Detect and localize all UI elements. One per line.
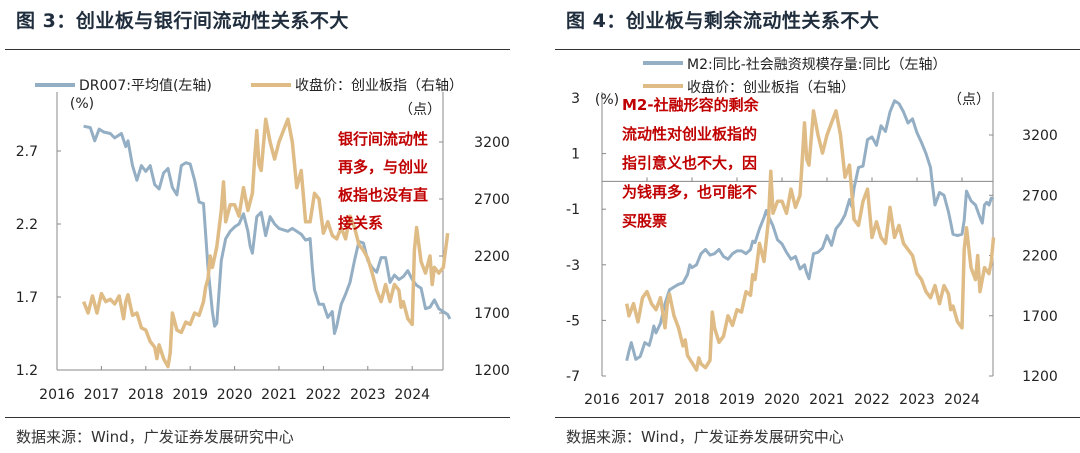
x-tick-label: 2023 bbox=[899, 392, 935, 408]
x-tick-label: 2017 bbox=[629, 392, 665, 408]
left-y-tick-label: -7 bbox=[566, 369, 580, 385]
x-tick-label: 2023 bbox=[350, 387, 386, 403]
annotation-line: 指引意义也不大，因 bbox=[622, 154, 757, 172]
right-y-tick-label: 2200 bbox=[474, 249, 510, 265]
annotation-line: 为钱再多，也可能不 bbox=[622, 183, 757, 201]
left-y-tick-label: 1 bbox=[571, 147, 580, 163]
left-y-tick-label: 1.2 bbox=[16, 363, 38, 379]
x-tick-label: 2019 bbox=[719, 392, 755, 408]
annotation-line: 板指也没有直 bbox=[338, 186, 428, 204]
left-y-unit: (%) bbox=[595, 92, 619, 108]
figure-3-chart: DR007:平均值(左轴) 收盘价：创业板指（右轴） 1.2 1.7 2.2 2.7 120… bbox=[16, 77, 510, 403]
right-y-tick-label: 3200 bbox=[1022, 128, 1058, 144]
left-y-unit: (%) bbox=[70, 96, 94, 112]
annotation-line: 再多，与创业 bbox=[338, 158, 428, 176]
right-y-tick-label: 1200 bbox=[474, 363, 510, 379]
series-line-left-axis bbox=[625, 99, 995, 362]
right-y-tick-label: 1200 bbox=[1022, 369, 1058, 385]
annotation-line: 流动性对创业板指的 bbox=[622, 125, 757, 143]
annotation-line: 银行间流动性 bbox=[338, 130, 428, 148]
left-y-tick-label: 1.7 bbox=[16, 290, 38, 306]
figure-4-title: 图 4：创业板与剩余流动性关系不大 bbox=[566, 10, 880, 32]
figure-3-top-rule bbox=[5, 49, 510, 50]
annotation-line: 接关系 bbox=[338, 214, 383, 232]
x-tick-label: 2020 bbox=[764, 392, 800, 408]
right-y-unit: （点） bbox=[948, 92, 990, 108]
series-line-right-axis bbox=[81, 117, 450, 369]
figure-3-title: 图 3：创业板与银行间流动性关系不大 bbox=[16, 10, 349, 32]
x-tick-label: 2022 bbox=[306, 387, 342, 403]
annotation-line: M2-社融形容的剩余 bbox=[622, 96, 760, 114]
left-y-tick-label: 3 bbox=[571, 91, 580, 107]
right-y-tick-label: 2700 bbox=[1022, 188, 1058, 204]
legend-label-right: 收盘价：创业板指（右轴） bbox=[295, 77, 463, 94]
figure-4-chart: M2:同比-社会融资规模存量:同比（左轴） 收盘价：创业板指（右轴） -7 -5 -3 -… bbox=[566, 57, 1058, 408]
legend-label-left: DR007:平均值(左轴) bbox=[79, 78, 212, 94]
series-line-right-axis bbox=[624, 109, 996, 372]
x-tick-label: 2018 bbox=[674, 392, 710, 408]
x-tick-label: 2022 bbox=[854, 392, 890, 408]
right-y-tick-label: 1700 bbox=[1022, 309, 1058, 325]
figure-4-panel: 图 4：创业板与剩余流动性关系不大 M2:同比-社会融资规模存量:同比（左轴） 收… bbox=[540, 0, 1080, 453]
legend-label-right: 收盘价：创业板指（右轴） bbox=[687, 79, 855, 96]
x-tick-label: 2021 bbox=[809, 392, 845, 408]
right-y-tick-label: 2200 bbox=[1022, 249, 1058, 265]
x-tick-label: 2020 bbox=[217, 387, 253, 403]
series-line-left-axis bbox=[83, 124, 452, 335]
figure-4-top-rule bbox=[555, 49, 1080, 50]
x-tick-label: 2019 bbox=[172, 387, 208, 403]
figure-3-bottom-rule bbox=[5, 417, 510, 418]
figure-4-bottom-rule bbox=[555, 417, 1080, 418]
x-tick-label: 2024 bbox=[394, 387, 430, 403]
x-tick-label: 2016 bbox=[39, 387, 75, 403]
figure-3-panel: 图 3：创业板与银行间流动性关系不大 DR007:平均值(左轴) 收盘价：创业板指… bbox=[5, 10, 510, 446]
left-y-tick-label: 2.7 bbox=[16, 144, 38, 160]
x-tick-label: 2016 bbox=[584, 392, 620, 408]
right-y-tick-label: 1700 bbox=[474, 306, 510, 322]
annotation-line: 买股票 bbox=[622, 212, 667, 230]
x-tick-label: 2017 bbox=[84, 387, 120, 403]
left-y-tick-label: -1 bbox=[566, 202, 580, 218]
legend-label-left: M2:同比-社会融资规模存量:同比（左轴） bbox=[687, 57, 946, 73]
right-y-unit: （点） bbox=[399, 102, 441, 118]
right-y-tick-label: 3200 bbox=[474, 135, 510, 151]
figure-3-source: 数据来源：Wind，广发证券发展研究中心 bbox=[16, 428, 294, 446]
x-tick-label: 2018 bbox=[128, 387, 164, 403]
x-tick-label: 2024 bbox=[944, 392, 980, 408]
left-y-tick-label: -5 bbox=[566, 313, 580, 329]
right-y-tick-label: 2700 bbox=[474, 192, 510, 208]
left-y-tick-label: 2.2 bbox=[16, 217, 38, 233]
left-y-tick-label: -3 bbox=[566, 258, 580, 274]
figure-4-source: 数据来源：Wind，广发证券发展研究中心 bbox=[566, 428, 844, 446]
x-tick-label: 2021 bbox=[261, 387, 297, 403]
